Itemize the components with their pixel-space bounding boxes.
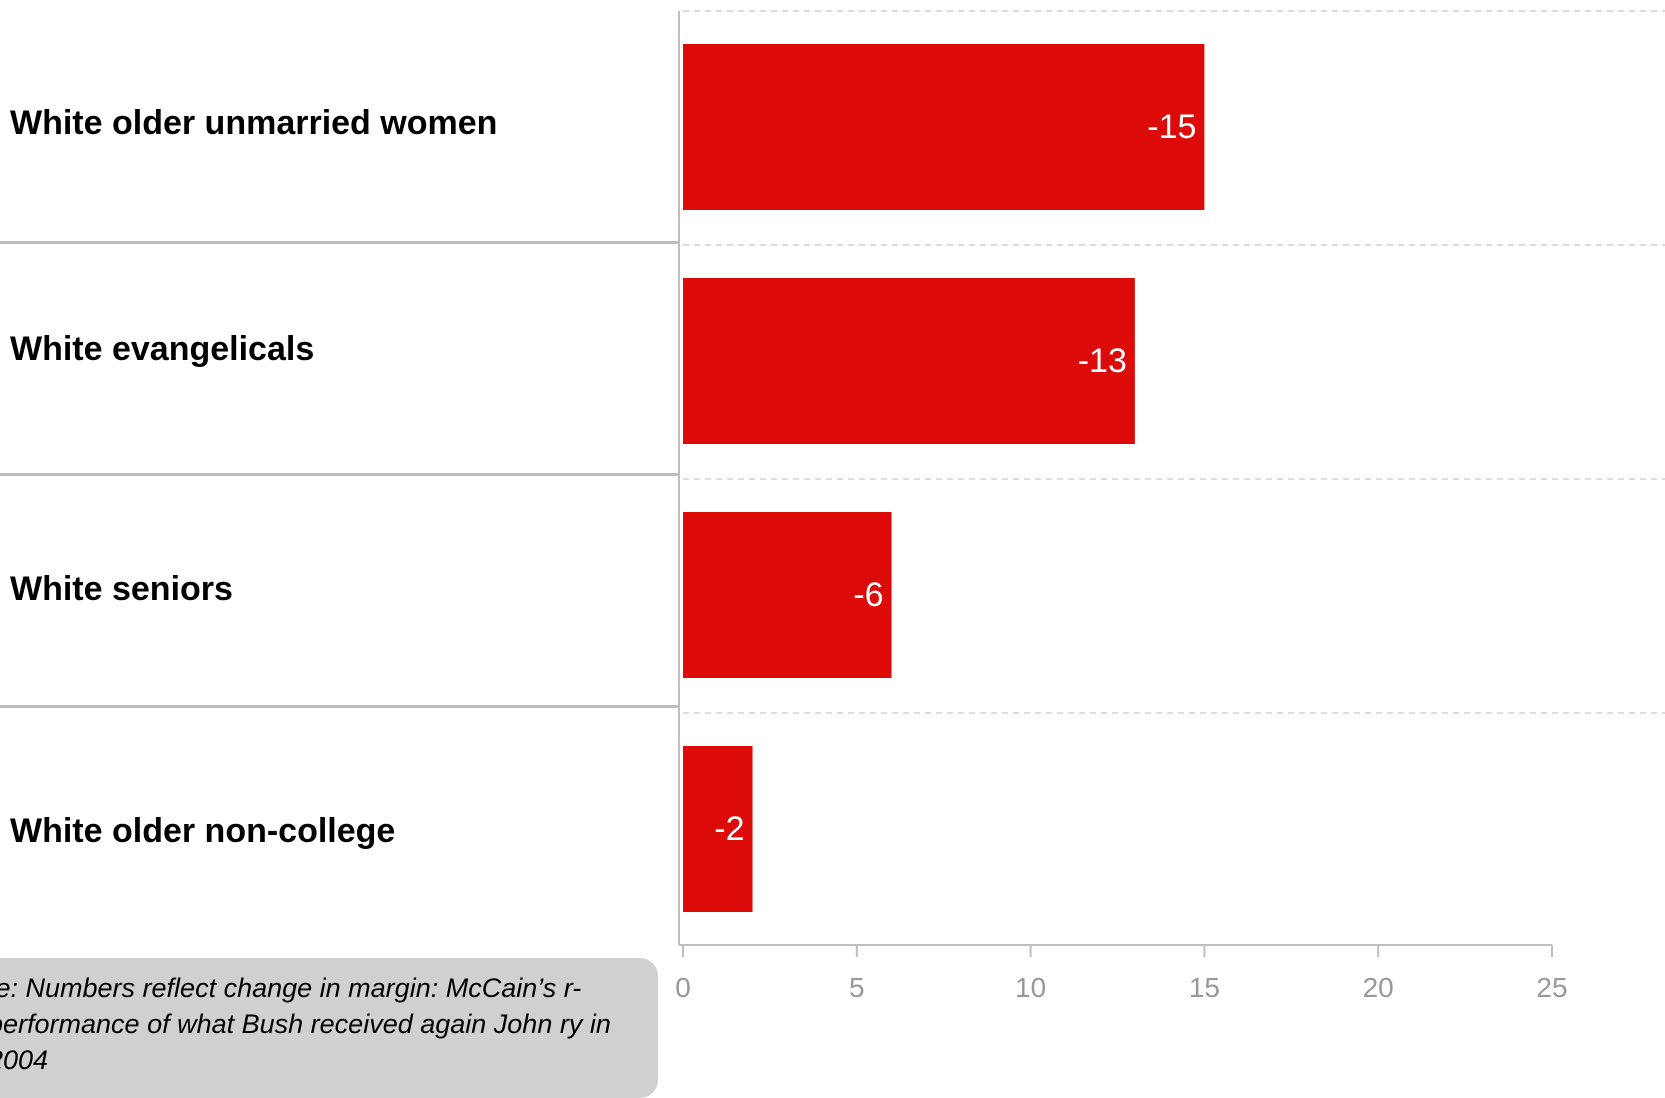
category-label-white-older-non-college: White older non-college [10, 812, 396, 850]
x-tick-label: 25 [1536, 972, 1567, 1003]
note-text: te: Numbers reflect change in margin: Mc… [0, 973, 611, 1075]
x-tick-label: 20 [1363, 972, 1394, 1003]
bar [683, 278, 1135, 444]
x-tick-label: 0 [675, 972, 691, 1003]
x-tick-label: 15 [1189, 972, 1220, 1003]
category-label-white-older-unmarried-women: White older unmarried women [10, 104, 498, 142]
category-label-white-seniors: White seniors [10, 570, 233, 608]
row-separator [0, 241, 678, 244]
x-tick-label: 5 [849, 972, 865, 1003]
bar [683, 44, 1205, 210]
bar [683, 512, 892, 678]
category-label-white-evangelicals: White evangelicals [10, 330, 315, 368]
bar-chart: 0 5 10 15 20 25 -15 -13 -6 -2 [675, 10, 1665, 1003]
bar-value-label: -13 [1078, 342, 1127, 380]
bar-value-label: -6 [853, 576, 883, 614]
bar [683, 746, 753, 912]
row-separator [0, 473, 678, 476]
row-separator [0, 705, 678, 708]
bar-value-label: -15 [1147, 108, 1196, 146]
x-tick-label: 10 [1015, 972, 1046, 1003]
bar-value-label: -2 [714, 810, 744, 848]
